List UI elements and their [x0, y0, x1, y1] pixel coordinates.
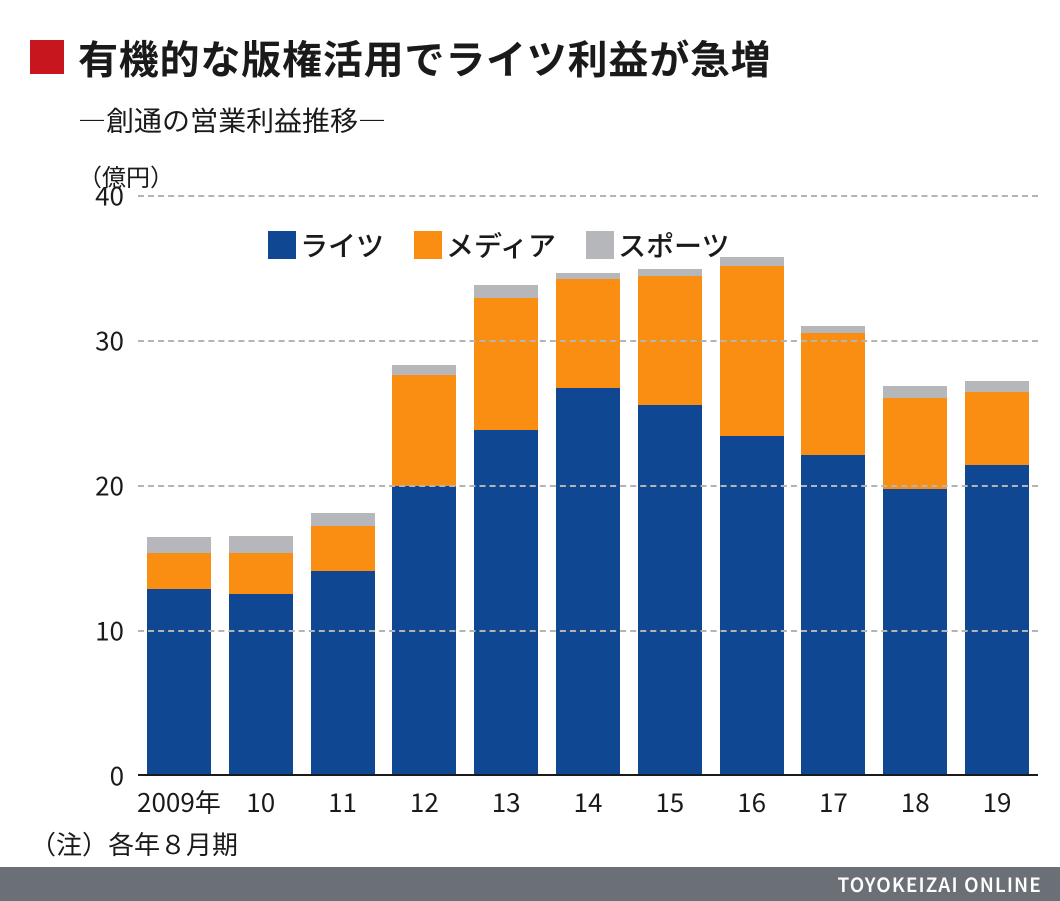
x-tick-label: 13	[492, 775, 521, 820]
y-tick-label: 30	[95, 322, 138, 359]
x-tick-label: 15	[655, 775, 684, 820]
bar-segment	[311, 526, 375, 571]
bar-segment	[720, 266, 784, 436]
chart-note: （注）各年８月期	[30, 825, 1030, 862]
bar-segment	[229, 594, 293, 775]
bar-segment	[556, 388, 620, 775]
gridline	[138, 630, 1038, 632]
bar-segment	[311, 571, 375, 775]
source-footer: TOYOKEIZAI ONLINE	[0, 867, 1060, 901]
gridline	[138, 195, 1038, 197]
gridline	[138, 340, 1038, 342]
chart-title-row: 有機的な版権活用でライツ利益が急増	[30, 28, 1030, 86]
bar-segment	[883, 398, 947, 489]
x-tick-label: 19	[983, 775, 1012, 820]
bar-segment	[883, 386, 947, 398]
baseline	[138, 774, 1038, 776]
x-tick-label: 18	[901, 775, 930, 820]
bar-segment	[965, 465, 1029, 775]
bar-segment	[229, 536, 293, 553]
bar-segment	[147, 589, 211, 775]
bar-segment	[556, 279, 620, 388]
bar-segment	[392, 375, 456, 487]
bar-segment	[638, 269, 702, 276]
bar-segment	[147, 553, 211, 589]
x-tick-label: 10	[246, 775, 275, 820]
chart-subtitle: ―創通の営業利益推移―	[78, 100, 1030, 140]
y-tick-label: 10	[95, 612, 138, 649]
x-tick-label: 14	[574, 775, 603, 820]
x-tick-label: 16	[737, 775, 766, 820]
bar-segment	[720, 257, 784, 266]
bar-segment	[311, 513, 375, 526]
bar-segment	[147, 537, 211, 553]
bar-segment	[965, 381, 1029, 393]
bar-segment	[392, 365, 456, 375]
bar-segment	[965, 392, 1029, 465]
x-tick-label: 11	[328, 775, 357, 820]
bar-segment	[638, 405, 702, 775]
y-tick-label: 20	[95, 467, 138, 504]
bar-segment	[883, 489, 947, 775]
bar-segment	[474, 430, 538, 775]
y-tick-label: 0	[110, 757, 138, 794]
y-axis-unit: （億円）	[78, 158, 1030, 193]
gridline	[138, 485, 1038, 487]
bar-segment	[801, 333, 865, 455]
bar-segment	[474, 285, 538, 298]
title-marker-icon	[30, 40, 64, 74]
x-tick-label: 2009年	[137, 775, 221, 820]
x-tick-label: 12	[410, 775, 439, 820]
stacked-bar-chart: ライツメディアスポーツ 2009年10111213141516171819 01…	[78, 195, 1038, 775]
x-tick-label: 17	[819, 775, 848, 820]
bar-segment	[801, 326, 865, 333]
chart-title: 有機的な版権活用でライツ利益が急増	[78, 28, 772, 86]
bar-segment	[229, 553, 293, 594]
bar-segment	[474, 298, 538, 430]
source-label: TOYOKEIZAI ONLINE	[837, 871, 1042, 898]
y-tick-label: 40	[95, 177, 138, 214]
bar-segment	[801, 455, 865, 775]
